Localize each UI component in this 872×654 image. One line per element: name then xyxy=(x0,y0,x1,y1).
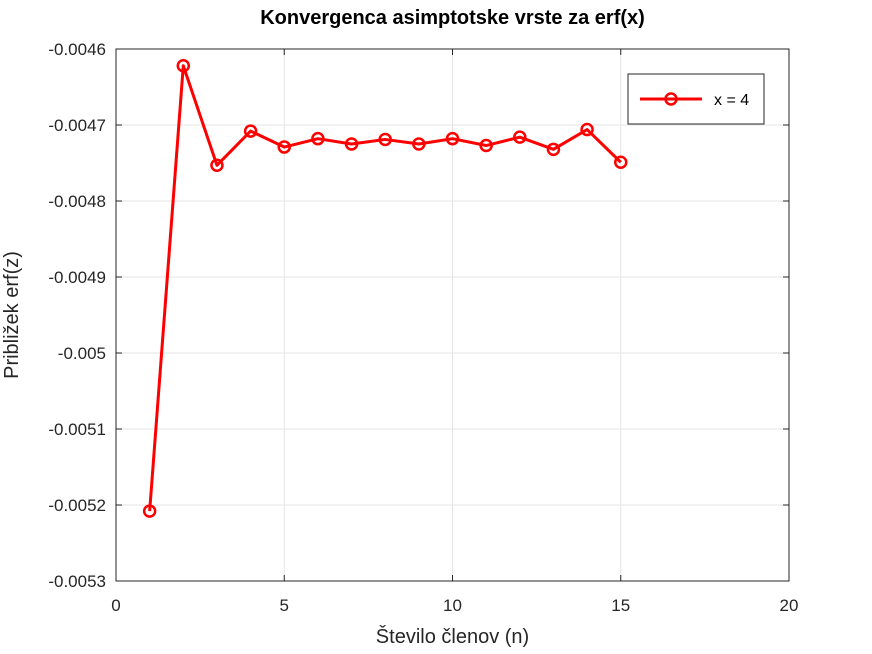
data-point xyxy=(580,122,594,137)
y-tick-label: -0.0052 xyxy=(48,496,106,515)
y-axis-title: Približek erf(z) xyxy=(1,251,23,379)
series-layer xyxy=(142,58,628,518)
data-point xyxy=(344,137,359,151)
y-tick-label: -0.0046 xyxy=(48,40,106,59)
x-axis-title: Število členov (n) xyxy=(376,625,529,648)
data-point xyxy=(176,58,191,73)
chart-title: Konvergenca asimptotske vrste za erf(x) xyxy=(260,7,645,29)
legend-marker-sample xyxy=(664,92,678,106)
y-tick-label: -0.0048 xyxy=(48,192,106,211)
series-line xyxy=(148,64,622,512)
data-point xyxy=(479,138,493,153)
data-point xyxy=(445,131,460,146)
data-point xyxy=(513,130,527,144)
x-tick-label: 15 xyxy=(611,596,630,615)
axis-ticks: 0 5 10 15 20 -0.0053 -0.0052 -0.0051 -0.005 -0.00… xyxy=(48,40,798,615)
data-point xyxy=(412,137,426,151)
y-tick-label: -0.0049 xyxy=(48,268,106,287)
data-point xyxy=(210,158,224,173)
x-tick-label: 0 xyxy=(111,596,120,615)
data-point xyxy=(378,132,392,147)
data-point xyxy=(614,155,628,169)
data-point xyxy=(243,124,258,138)
legend-label: x = 4 xyxy=(714,92,749,109)
data-point xyxy=(546,142,561,157)
legend: x = 4 xyxy=(627,73,765,125)
y-tick-label: -0.0053 xyxy=(48,572,106,591)
x-tick-label: 10 xyxy=(443,596,462,615)
data-point xyxy=(142,504,157,518)
data-point xyxy=(311,131,325,146)
y-tick-label: -0.0047 xyxy=(48,116,106,135)
x-tick-label: 5 xyxy=(280,596,289,615)
x-tick-label: 20 xyxy=(780,596,799,615)
y-tick-label: -0.0051 xyxy=(48,420,106,439)
y-tick-label: -0.005 xyxy=(58,344,106,363)
data-point xyxy=(277,140,291,154)
